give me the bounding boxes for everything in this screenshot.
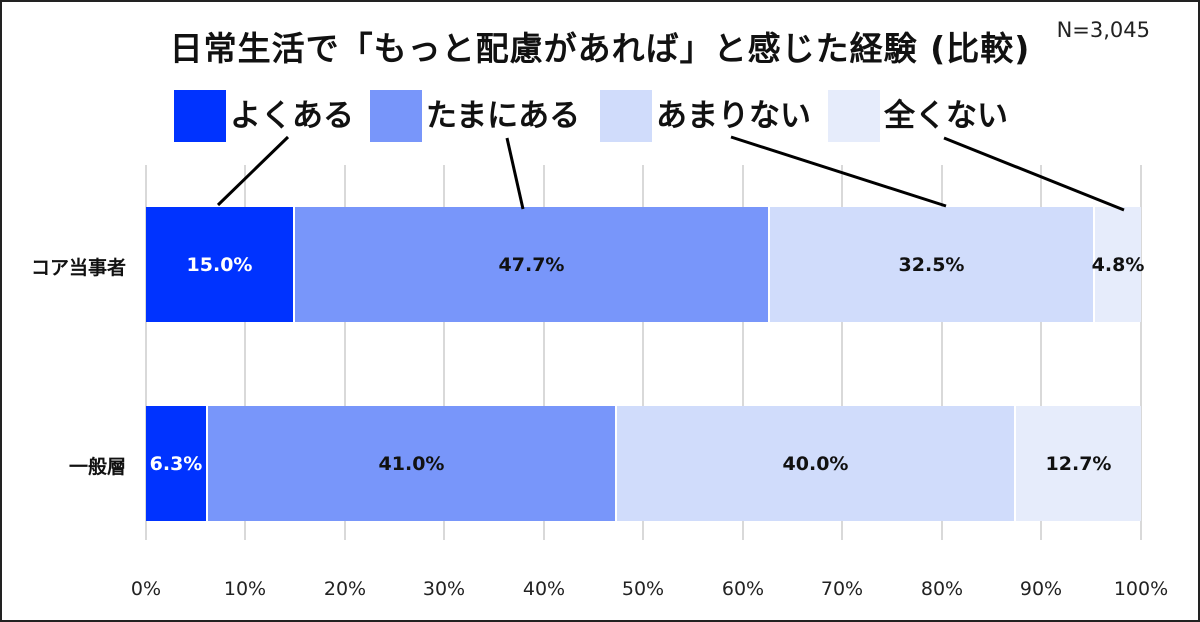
bar-segment-often: 6.3% bbox=[146, 406, 208, 521]
x-tick-10: 10% bbox=[223, 578, 267, 600]
legend-swatch-rarely bbox=[600, 90, 652, 142]
legend-label-sometimes: たまにある bbox=[426, 98, 581, 134]
gridline-80 bbox=[941, 165, 943, 540]
chart-title: 日常生活で「もっと配慮があれば」と感じた経験 (比較) bbox=[169, 29, 1031, 68]
legend-swatch-often bbox=[174, 90, 226, 142]
bar-segment-rarely: 40.0% bbox=[617, 406, 1016, 521]
gridline-100 bbox=[1140, 165, 1142, 540]
legend-swatch-sometimes bbox=[370, 90, 422, 142]
bar-segment-sometimes: 47.7% bbox=[295, 207, 770, 322]
x-tick-60: 60% bbox=[721, 578, 765, 600]
x-tick-20: 20% bbox=[323, 578, 367, 600]
x-tick-90: 90% bbox=[1019, 578, 1063, 600]
gridline-20 bbox=[344, 165, 346, 540]
x-tick-0: 0% bbox=[130, 578, 162, 600]
gridline-90 bbox=[1040, 165, 1042, 540]
bar-segment-sometimes: 41.0% bbox=[208, 406, 617, 521]
x-tick-40: 40% bbox=[522, 578, 566, 600]
legend-label-never: 全くない bbox=[884, 98, 1008, 134]
x-tick-30: 30% bbox=[422, 578, 466, 600]
gridline-10 bbox=[244, 165, 246, 540]
gridline-60 bbox=[742, 165, 744, 540]
sample-size-label: N=3,045 bbox=[1056, 18, 1150, 42]
gridline-40 bbox=[543, 165, 545, 540]
legend-swatch-never bbox=[828, 90, 880, 142]
leader-line-rarely bbox=[730, 135, 947, 208]
gridline-50 bbox=[642, 165, 644, 540]
category-label-core: コア当事者 bbox=[30, 257, 126, 279]
legend-label-rarely: あまりない bbox=[656, 98, 811, 134]
bar-segment-never: 12.7% bbox=[1016, 406, 1141, 521]
x-tick-100: 100% bbox=[1113, 578, 1169, 600]
x-tick-80: 80% bbox=[920, 578, 964, 600]
category-label-general: 一般層 bbox=[68, 456, 126, 478]
gridline-70 bbox=[841, 165, 843, 540]
x-tick-50: 50% bbox=[621, 578, 665, 600]
bar-segment-often: 15.0% bbox=[146, 207, 295, 322]
gridline-30 bbox=[443, 165, 445, 540]
leader-line-sometimes bbox=[505, 137, 525, 210]
bar-segment-never: 4.8% bbox=[1092, 207, 1144, 322]
bar-segment-rarely: 32.5% bbox=[770, 207, 1095, 322]
leader-line-never bbox=[943, 136, 1125, 212]
legend-label-often: よくある bbox=[230, 98, 354, 134]
leader-line-often bbox=[216, 135, 290, 207]
x-tick-70: 70% bbox=[820, 578, 864, 600]
gridline-0 bbox=[145, 165, 147, 540]
